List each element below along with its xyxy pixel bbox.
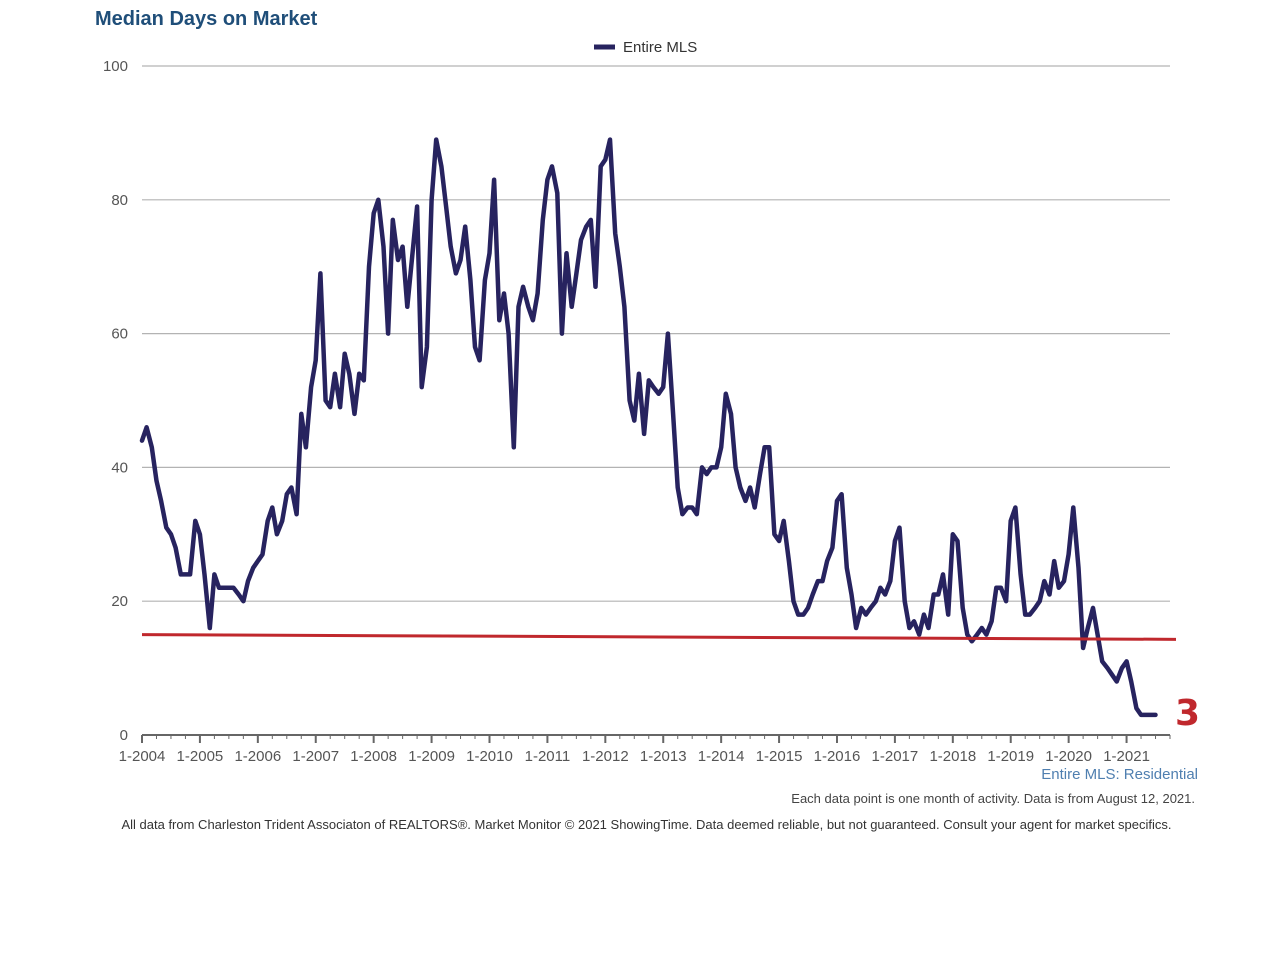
x-tick-label: 1-2012 xyxy=(582,748,629,765)
end-value-label: 3 xyxy=(1175,693,1200,734)
x-tick-label: 1-2008 xyxy=(350,748,397,765)
x-axis-ticks: 1-2004 1-2005 1-2006 1-2007 1-2008 1-2009 1-20… xyxy=(119,748,1150,765)
x-axis xyxy=(141,734,1171,743)
y-tick-label: 0 xyxy=(120,727,128,744)
x-tick-label: 1-2005 xyxy=(177,748,224,765)
y-tick-label: 60 xyxy=(111,326,128,343)
y-tick-label: 80 xyxy=(111,192,128,209)
trend-line xyxy=(141,633,1177,641)
y-tick-label: 20 xyxy=(111,593,128,610)
series-lines xyxy=(139,137,1158,718)
x-tick-label: 1-2015 xyxy=(756,748,803,765)
x-tick-label: 1-2014 xyxy=(698,748,745,765)
y-axis-ticks: 0 20 40 60 80 100 xyxy=(103,58,128,744)
x-tick-label: 1-2020 xyxy=(1045,748,1092,765)
x-tick-label: 1-2019 xyxy=(987,748,1034,765)
legend: Entire MLS xyxy=(594,39,697,56)
x-tick-label: 1-2018 xyxy=(929,748,976,765)
data-note: Each data point is one month of activity… xyxy=(791,791,1195,806)
x-tick-label: 1-2017 xyxy=(872,748,919,765)
x-tick-label: 1-2021 xyxy=(1103,748,1150,765)
legend-label: Entire MLS xyxy=(623,39,697,56)
y-tick-label: 100 xyxy=(103,58,128,75)
x-tick-label: 1-2006 xyxy=(234,748,281,765)
x-tick-label: 1-2004 xyxy=(119,748,166,765)
end-value-text: 3 xyxy=(1175,693,1200,734)
x-tick-label: 1-2009 xyxy=(408,748,455,765)
chart-title: Median Days on Market xyxy=(95,8,318,30)
x-tick-label: 1-2011 xyxy=(525,748,571,765)
chart-subtitle: Entire MLS: Residential xyxy=(1041,766,1198,783)
series-line-entire-mls xyxy=(139,137,1158,718)
x-tick-label: 1-2013 xyxy=(640,748,687,765)
x-tick-label: 1-2016 xyxy=(814,748,861,765)
x-tick-label: 1-2010 xyxy=(466,748,513,765)
y-tick-label: 40 xyxy=(111,459,128,476)
x-tick-label: 1-2007 xyxy=(292,748,339,765)
trend-line-red xyxy=(141,633,1177,641)
footer-disclaimer: All data from Charleston Trident Associa… xyxy=(121,817,1172,832)
gridlines xyxy=(142,65,1170,602)
